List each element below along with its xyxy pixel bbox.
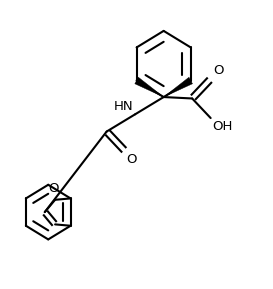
Text: O: O xyxy=(49,182,59,195)
Text: O: O xyxy=(127,153,137,166)
Text: OH: OH xyxy=(212,120,233,133)
Polygon shape xyxy=(135,77,164,97)
Text: O: O xyxy=(213,64,223,77)
Polygon shape xyxy=(164,77,192,97)
Text: HN: HN xyxy=(114,100,134,113)
